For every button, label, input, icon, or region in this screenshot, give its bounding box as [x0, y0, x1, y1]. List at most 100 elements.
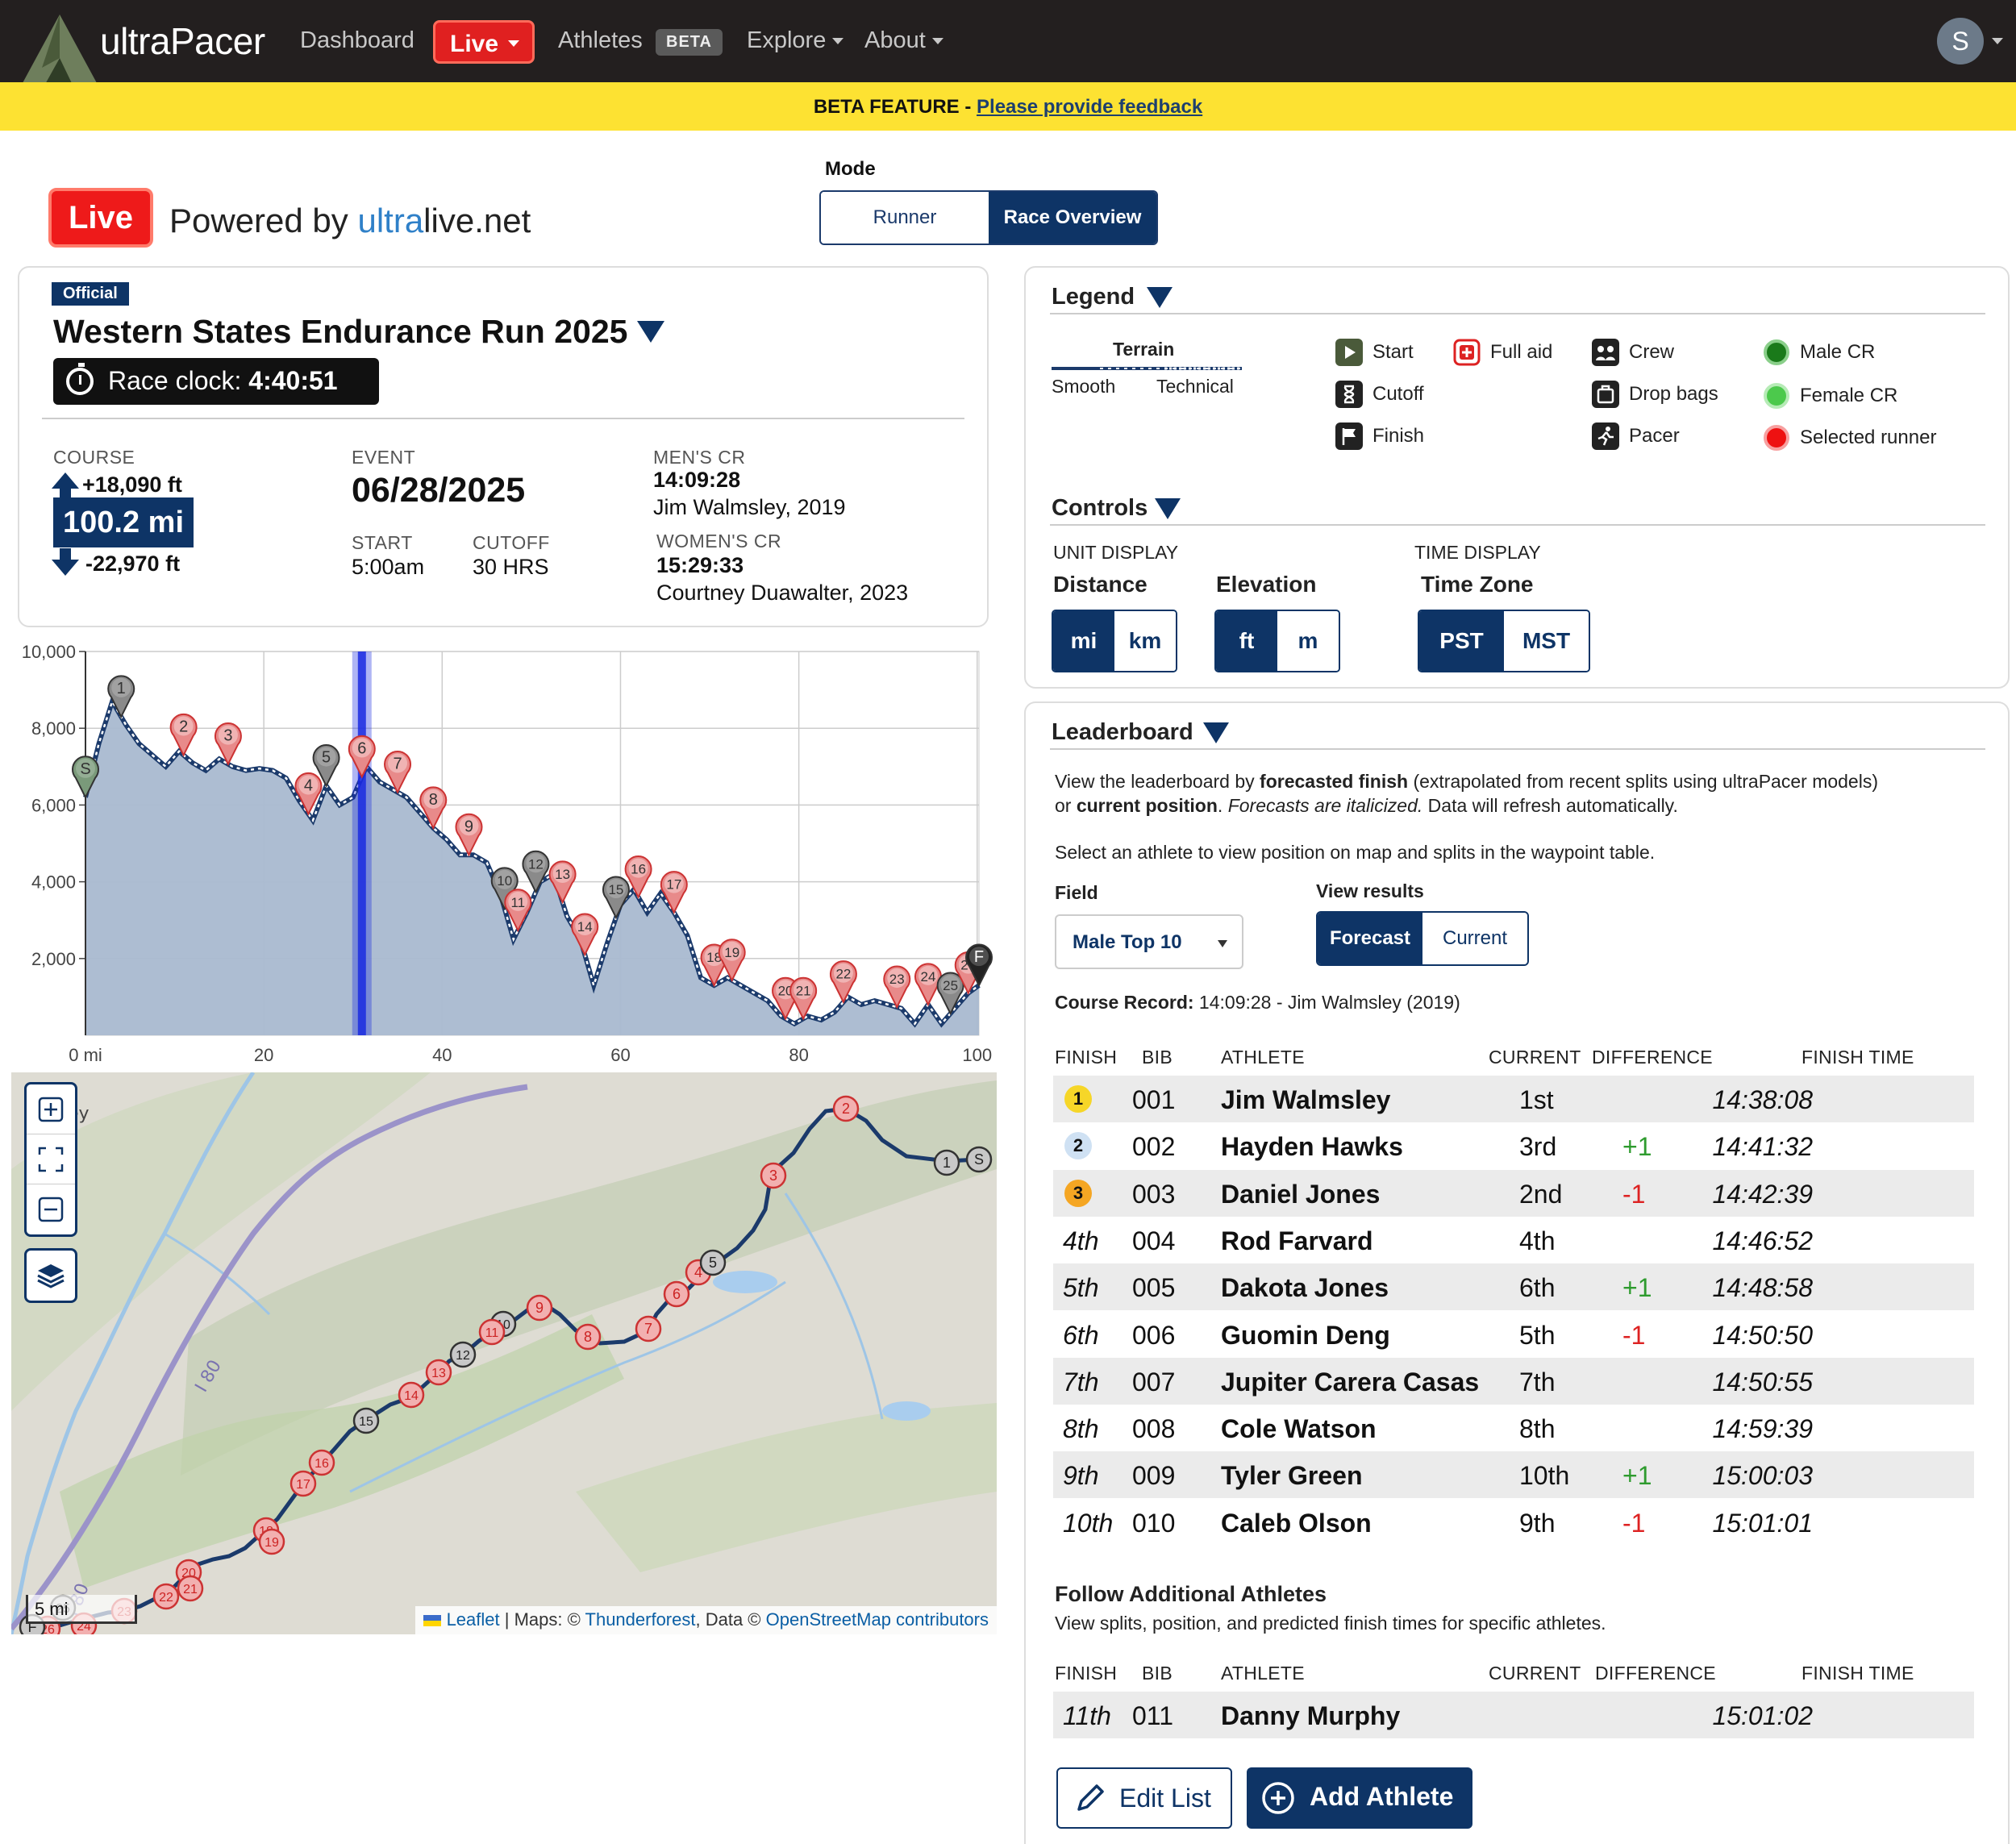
mode-race-overview-button[interactable]: Race Overview [989, 192, 1156, 244]
map-waypoint-marker[interactable]: 14 [398, 1381, 425, 1409]
map-waypoint-marker[interactable]: 9 [526, 1294, 553, 1322]
waypoint-marker[interactable]: 19 [718, 939, 746, 983]
ultralive-link-part1[interactable]: ultra [357, 202, 424, 239]
nav-live-dropdown[interactable]: Live [433, 20, 535, 64]
elevation-loss: -22,970 ft [85, 552, 181, 576]
layers-button[interactable] [27, 1251, 75, 1301]
map-waypoint-marker[interactable]: 8 [574, 1323, 602, 1351]
distance-mi-button[interactable]: mi [1053, 611, 1114, 671]
time-zone-pst-button[interactable]: PST [1419, 611, 1504, 671]
map-waypoint-marker[interactable]: 22 [152, 1583, 180, 1610]
leaflet-link[interactable]: Leaflet [446, 1609, 500, 1630]
table-row[interactable]: 9th 009 Tyler Green 10th +1 15:00:03 [1053, 1451, 1974, 1499]
feedback-link[interactable]: Please provide feedback [977, 96, 1203, 118]
waypoint-marker[interactable]: 15 [602, 876, 630, 920]
race-dropdown-triangle-icon[interactable] [637, 321, 664, 343]
table-row[interactable]: 7th 007 Jupiter Carera Casas 7th 14:50:55 [1053, 1357, 1974, 1405]
add-athlete-button[interactable]: Add Athlete [1247, 1767, 1472, 1829]
table-row[interactable]: 11th 011 Danny Murphy 15:01:02 [1053, 1692, 1974, 1738]
map-waypoint-marker[interactable]: 7 [635, 1315, 662, 1342]
waypoint-marker[interactable]: 21 [789, 976, 818, 1021]
map-waypoint-marker[interactable]: 2 [832, 1095, 860, 1122]
waypoint-marker[interactable]: 10 [490, 867, 519, 911]
map-waypoint-markers[interactable]: S123456789101112131415161718192021222324… [11, 1072, 997, 1634]
waypoint-marker[interactable]: 25 [936, 972, 964, 1016]
waypoint-marker[interactable]: 12 [522, 850, 550, 894]
waypoint-marker[interactable]: 14 [571, 913, 599, 957]
nav-explore[interactable]: Explore [747, 27, 844, 54]
map-waypoint-marker[interactable]: 6 [663, 1280, 690, 1308]
mode-runner-button[interactable]: Runner [821, 192, 989, 244]
waypoint-marker[interactable]: 13 [548, 860, 577, 905]
waypoint-marker[interactable]: 2 [169, 714, 198, 757]
time-zone-mst-button[interactable]: MST [1504, 611, 1589, 671]
layer-control [24, 1248, 77, 1303]
beta-badge: BETA [656, 29, 723, 56]
table-row[interactable]: 3 003 Daniel Jones 2nd -1 14:42:39 [1053, 1169, 1974, 1217]
legend-crew: Crew [1592, 339, 1674, 366]
waypoint-marker[interactable]: 9 [455, 813, 483, 857]
table-row[interactable]: 1 001 Jim Walmsley 1st 14:38:08 [1053, 1076, 1974, 1122]
waypoint-marker[interactable]: 7 [384, 751, 411, 794]
brand-name[interactable]: ultraPacer [100, 20, 265, 62]
table-row[interactable]: 5th 005 Dakota Jones 6th +1 14:48:58 [1053, 1263, 1974, 1311]
waypoint-marker[interactable]: 11 [504, 889, 532, 933]
current-button[interactable]: Current [1422, 913, 1527, 964]
map-waypoint-marker[interactable]: S [965, 1146, 993, 1173]
map-waypoint-marker[interactable]: 12 [449, 1341, 477, 1368]
table-row[interactable]: 4th 004 Rod Farvard 4th 14:46:52 [1053, 1217, 1974, 1263]
elevation-m-button[interactable]: m [1277, 611, 1339, 671]
elevation-profile-chart[interactable]: 0 mi 20 40 60 80 100 2,000 4,000 6,000 8,000 10,00… [0, 637, 1000, 1072]
table-row[interactable]: 6th 006 Guomin Deng 5th -1 14:50:50 [1053, 1311, 1974, 1358]
map-waypoint-marker[interactable]: 1 [933, 1149, 960, 1176]
ultralive-link-part2[interactable]: live.net [423, 202, 531, 239]
map-waypoint-marker[interactable]: 11 [478, 1318, 506, 1346]
waypoint-marker[interactable]: 6 [348, 735, 376, 779]
event-label: EVENT [352, 447, 416, 468]
zoom-in-button[interactable] [27, 1084, 75, 1134]
field-select[interactable]: Male Top 10 [1055, 914, 1243, 969]
waypoint-marker[interactable]: 17 [660, 871, 688, 914]
waypoint-marker[interactable]: 3 [214, 722, 242, 766]
map-waypoint-marker[interactable]: 15 [352, 1407, 380, 1434]
elevation-ft-button[interactable]: ft [1216, 611, 1277, 671]
map-waypoint-marker[interactable]: 21 [177, 1575, 204, 1602]
waypoint-marker[interactable]: F [965, 943, 993, 988]
waypoint-marker[interactable]: 16 [624, 855, 652, 899]
waypoint-marker[interactable]: 1 [107, 675, 135, 719]
map-pin-icon [169, 714, 198, 757]
map-waypoint-marker[interactable]: 16 [308, 1449, 335, 1476]
map-waypoint-marker[interactable]: 5 [699, 1249, 727, 1276]
map-waypoint-marker[interactable]: 17 [289, 1470, 317, 1497]
controls-toggle-triangle-icon[interactable] [1155, 498, 1181, 519]
waypoint-marker[interactable]: 23 [883, 965, 911, 1009]
waypoint-marker[interactable]: 22 [829, 960, 857, 1004]
nav-athletes[interactable]: Athletes [558, 27, 643, 53]
fullscreen-button[interactable] [27, 1134, 75, 1184]
waypoint-marker[interactable]: 5 [312, 744, 340, 788]
course-map[interactable]: I 80 I 80 ey S12345678910111213141516171… [11, 1072, 997, 1634]
user-avatar[interactable]: S [1937, 18, 1984, 65]
leaderboard-toggle-triangle-icon[interactable] [1203, 722, 1229, 743]
distance-km-button[interactable]: km [1114, 611, 1176, 671]
map-waypoint-marker[interactable]: 19 [258, 1528, 285, 1555]
finish-position: 5th [1063, 1273, 1099, 1303]
waypoint-marker[interactable]: 4 [294, 772, 323, 816]
forecast-button[interactable]: Forecast [1318, 913, 1422, 964]
edit-list-button[interactable]: Edit List [1056, 1767, 1232, 1829]
nav-about[interactable]: About [864, 27, 943, 54]
legend-toggle-triangle-icon[interactable] [1147, 287, 1173, 308]
map-waypoint-marker[interactable]: 3 [760, 1162, 787, 1189]
zoom-out-button[interactable] [27, 1184, 75, 1234]
thunderforest-link[interactable]: Thunderforest [585, 1609, 696, 1630]
finish-position: 8th [1063, 1414, 1099, 1444]
table-row[interactable]: 10th 010 Caleb Olson 9th -1 15:01:01 [1053, 1499, 1974, 1546]
waypoint-marker[interactable]: 8 [419, 786, 448, 830]
table-row[interactable]: 2 002 Hayden Hawks 3rd +1 14:41:32 [1053, 1122, 1974, 1169]
osm-link[interactable]: OpenStreetMap contributors [765, 1609, 989, 1630]
map-waypoint-marker[interactable]: 13 [425, 1359, 452, 1386]
nav-dashboard[interactable]: Dashboard [300, 27, 414, 53]
chevron-down-icon[interactable] [1992, 38, 2003, 44]
table-row[interactable]: 8th 008 Cole Watson 8th 14:59:39 [1053, 1405, 1974, 1451]
waypoint-marker[interactable]: S [72, 755, 99, 800]
